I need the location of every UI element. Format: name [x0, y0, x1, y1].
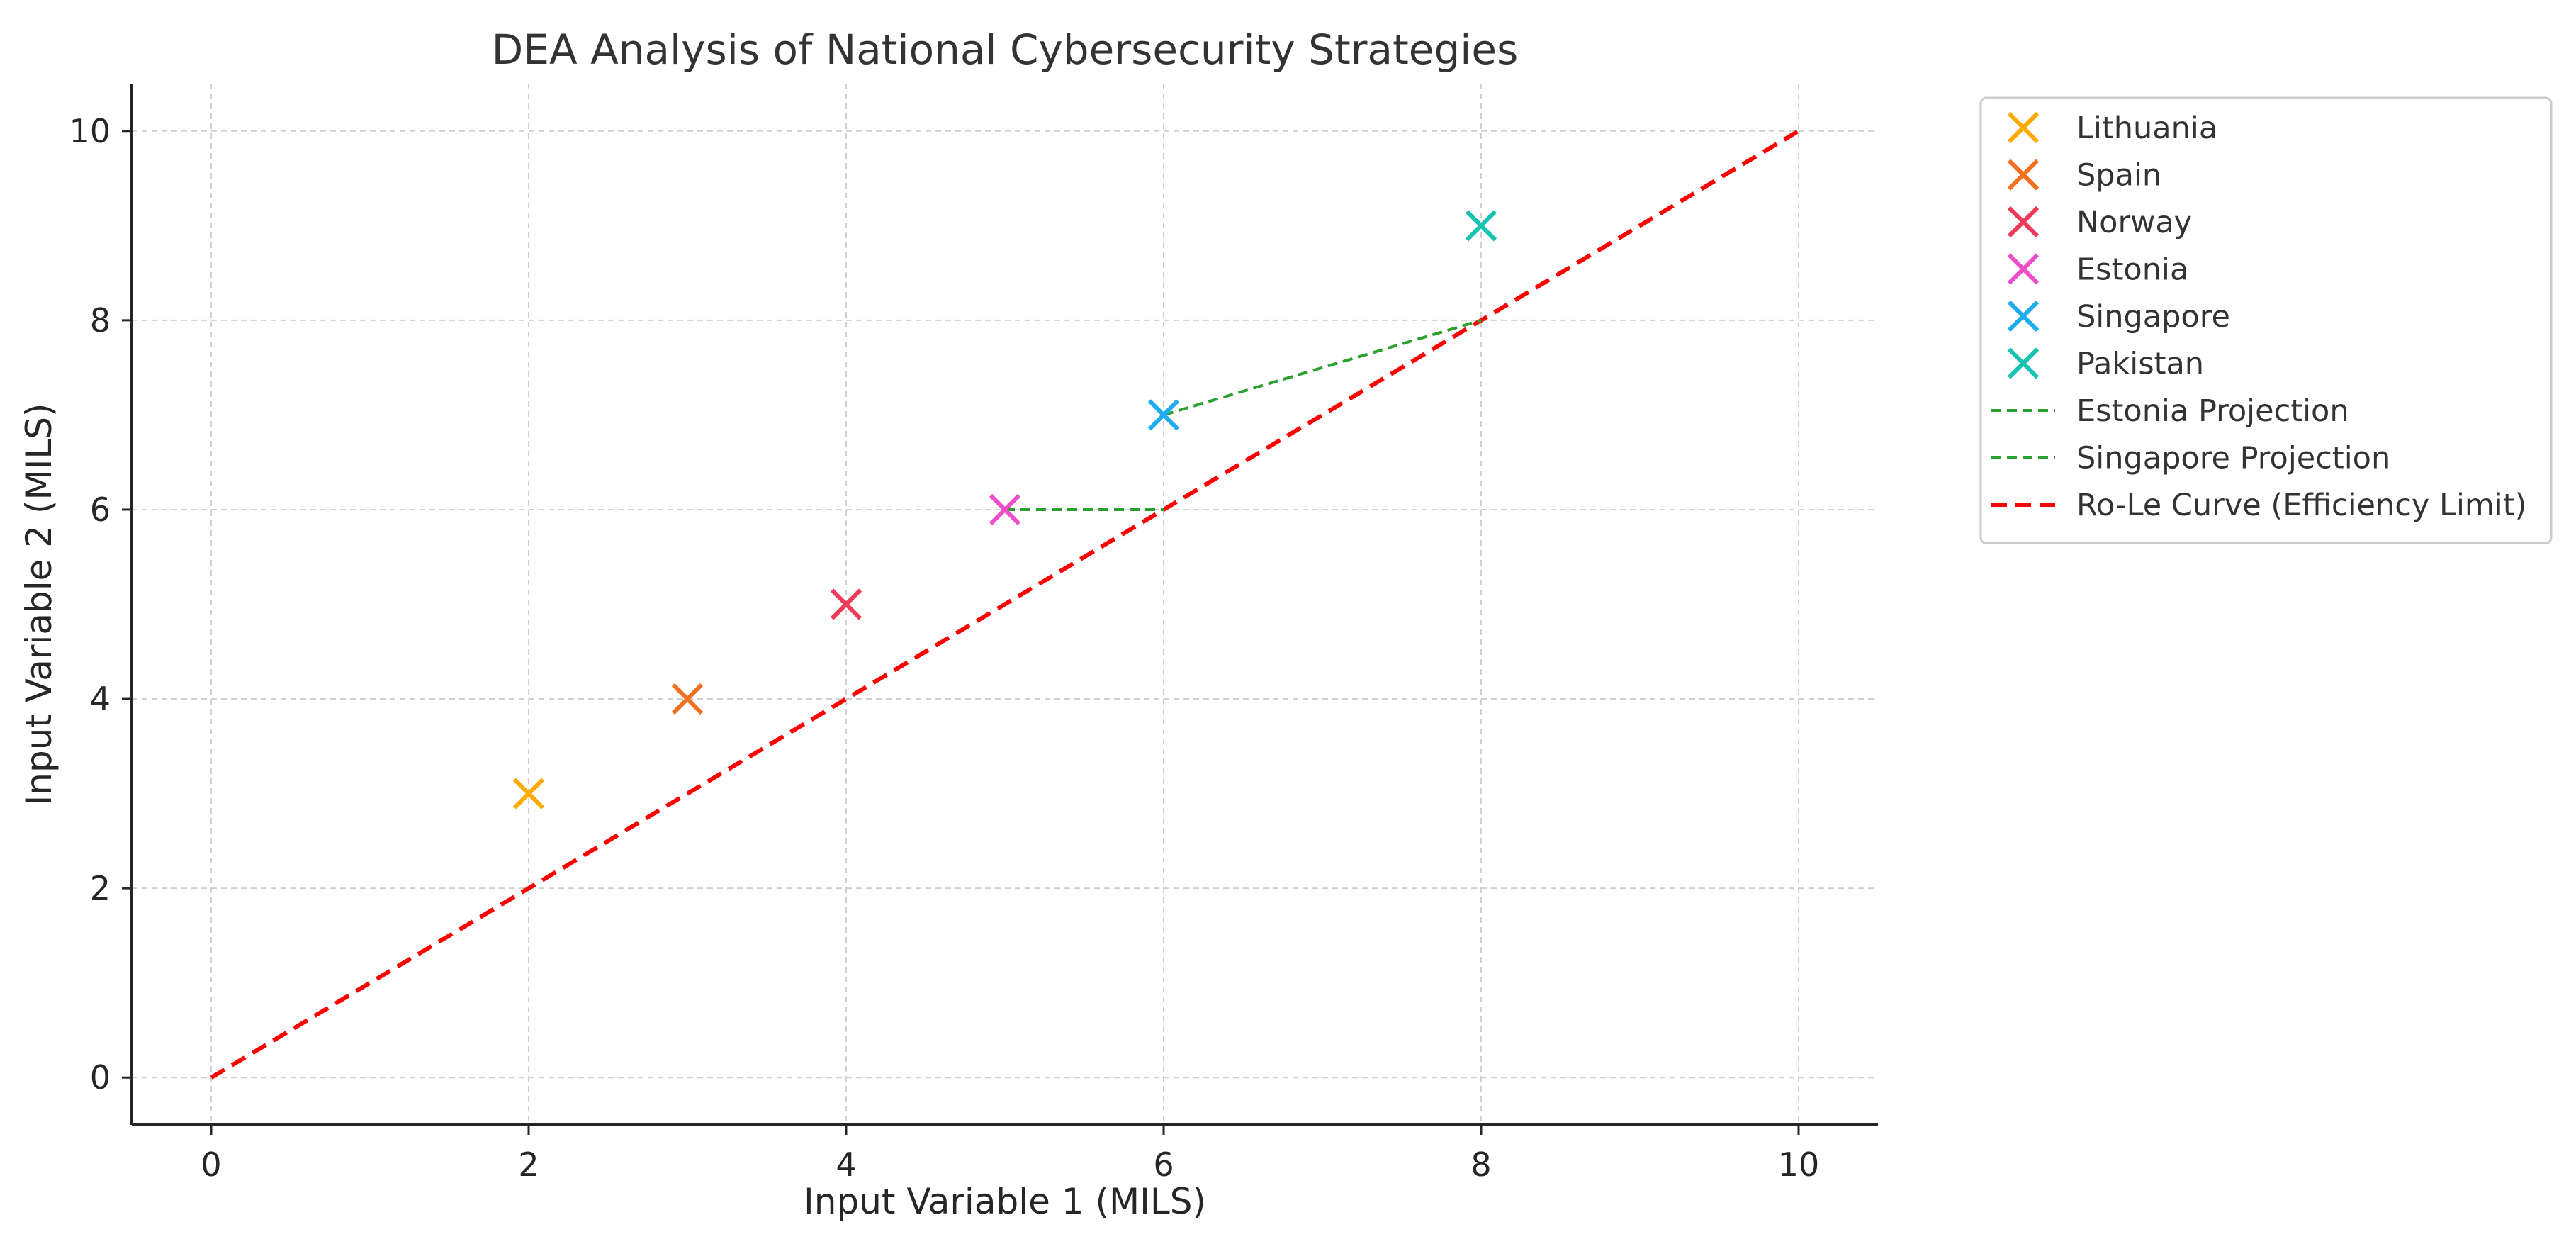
legend-item-projection-1: Estonia Projection	[1991, 393, 2349, 429]
legend-item-lithuania: Lithuania	[2007, 111, 2217, 146]
legend-box	[1979, 96, 2553, 544]
ro-le-curve-line	[210, 129, 1800, 1080]
y-axis-title: Input Variable 2 (MILS)	[18, 403, 60, 806]
legend-label-norway: Norway	[2076, 205, 2192, 240]
axes-layer	[130, 84, 1878, 1126]
legend-item-ro-le-curve: Ro-Le Curve (Efficiency Limit)	[1991, 488, 2526, 523]
x-tick-label: 8	[1470, 1145, 1491, 1184]
y-tick-label: 6	[90, 491, 111, 529]
legend-item-projection-2: Singapore Projection	[1991, 441, 2390, 476]
point-spain	[671, 683, 704, 715]
point-singapore	[1147, 399, 1180, 431]
y-tick-label: 2	[90, 869, 111, 907]
point-pakistan	[1465, 210, 1497, 242]
legend-label-spain: Spain	[2076, 158, 2161, 194]
legend-label-lithuania: Lithuania	[2076, 111, 2217, 146]
point-lithuania	[512, 778, 545, 809]
chart-title: DEA Analysis of National Cybersecurity S…	[492, 26, 1519, 74]
legend-marker-lithuania	[2007, 111, 2040, 144]
legend-item-spain: Spain	[2007, 158, 2161, 194]
series-layer	[210, 129, 1800, 1080]
legend-marker-pakistan	[2007, 347, 2040, 379]
legend-marker-spain	[2007, 159, 2040, 191]
legend-label-singapore: Singapore	[2076, 299, 2230, 335]
ticks-layer: 0 2 4 6 8 10 0 2 4 6 8 10	[69, 112, 1819, 1184]
point-norway	[830, 588, 862, 620]
legend-label-pakistan: Pakistan	[2076, 347, 2204, 382]
legend-items: Lithuania Spain Norway Estonia Singapore Paki…	[1991, 111, 2526, 523]
x-tick-label: 0	[201, 1145, 221, 1184]
x-tick-label: 4	[836, 1145, 856, 1184]
projection-line-2	[1163, 318, 1482, 417]
x-tick-label: 10	[1778, 1145, 1820, 1184]
x-axis-title: Input Variable 1 (MILS)	[804, 1181, 1206, 1222]
legend-item-estonia: Estonia	[2007, 252, 2188, 288]
legend-label-ro-le-curve: Ro-Le Curve (Efficiency Limit)	[2076, 488, 2526, 523]
legend-marker-singapore	[2007, 300, 2040, 332]
y-tick-label: 10	[69, 112, 111, 150]
y-tick-label: 4	[90, 680, 111, 718]
legend: Lithuania Spain Norway Estonia Singapore Paki…	[1979, 96, 2553, 544]
point-estonia	[989, 493, 1021, 526]
points-layer	[512, 210, 1497, 809]
legend-label-projection-2: Singapore Projection	[2076, 441, 2390, 476]
legend-marker-norway	[2007, 206, 2040, 238]
legend-label-projection-1: Estonia Projection	[2076, 393, 2349, 429]
y-tick-label: 0	[90, 1058, 111, 1097]
legend-label-estonia: Estonia	[2076, 252, 2188, 288]
x-tick-label: 2	[518, 1145, 539, 1184]
x-tick-label: 6	[1153, 1145, 1174, 1184]
y-tick-label: 8	[90, 301, 111, 340]
legend-item-pakistan: Pakistan	[2007, 347, 2204, 382]
legend-marker-estonia	[2007, 253, 2040, 285]
legend-item-norway: Norway	[2007, 205, 2192, 240]
legend-item-singapore: Singapore	[2007, 299, 2230, 335]
